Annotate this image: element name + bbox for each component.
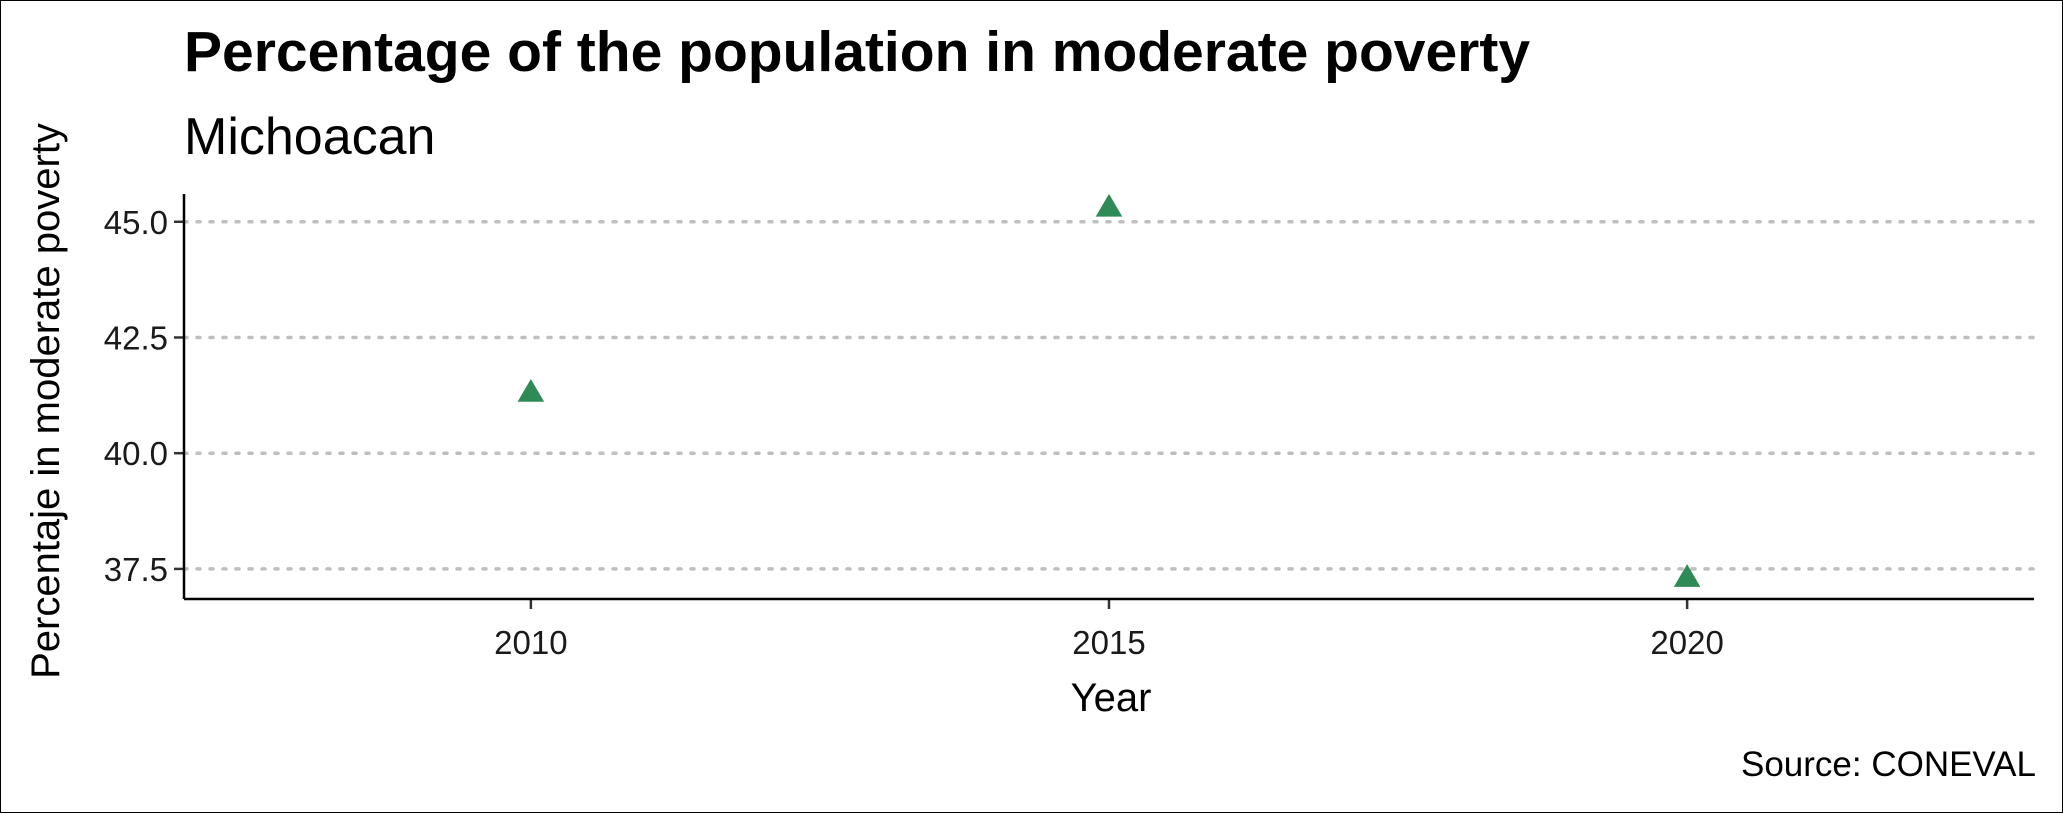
x-axis-ticks: 2010 2015 2020 [494, 599, 1724, 661]
x-axis-title: Year [1071, 676, 1152, 720]
chart-title: Percentage of the population in moderate… [184, 20, 1530, 84]
source-caption: Source: CONEVAL [1741, 745, 2036, 784]
y-axis-ticks: 37.5 40.0 42.5 45.0 [104, 204, 184, 588]
data-point [1095, 193, 1123, 217]
data-point [1673, 564, 1701, 587]
data-points [517, 193, 1701, 587]
x-tick-label: 2015 [1072, 624, 1145, 661]
x-tick-label: 2010 [494, 624, 567, 661]
y-tick-label: 42.5 [104, 319, 168, 356]
x-tick-label: 2020 [1650, 624, 1723, 661]
y-tick-label: 45.0 [104, 204, 168, 241]
chart-subtitle: Michoacan [184, 108, 435, 166]
grid-lines [182, 220, 2036, 571]
y-tick-label: 37.5 [104, 551, 168, 588]
y-tick-label: 40.0 [104, 435, 168, 472]
data-point [517, 379, 545, 402]
y-axis-title: Percentaje in moderate poverty [24, 123, 68, 679]
